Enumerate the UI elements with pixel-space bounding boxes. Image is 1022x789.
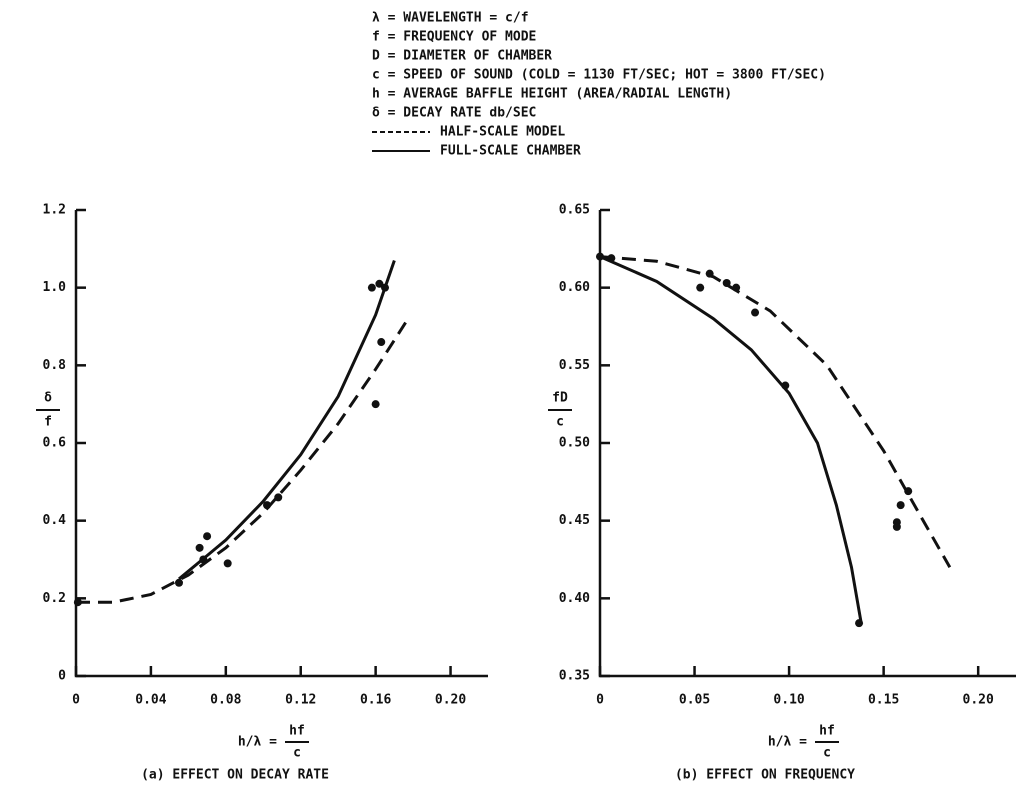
fit-curve bbox=[599, 255, 863, 622]
data-point bbox=[195, 543, 204, 552]
x-tick-label: 0.04 bbox=[135, 693, 166, 708]
data-point bbox=[175, 578, 183, 587]
x-label-prefix: h/λ = bbox=[238, 735, 277, 750]
definition: f = FREQUENCY OF MODE bbox=[372, 30, 536, 45]
legend-label: FULL-SCALE CHAMBER bbox=[440, 144, 581, 159]
y-label-denominator: f bbox=[44, 415, 52, 430]
x-tick-label: 0.15 bbox=[868, 693, 899, 708]
y-tick-label: 0 bbox=[58, 669, 66, 684]
axes bbox=[74, 210, 488, 678]
x-tick-label: 0 bbox=[72, 693, 80, 708]
fit-curve bbox=[599, 255, 952, 569]
x-tick-label: 0.08 bbox=[210, 693, 241, 708]
y-tick-label: 0.40 bbox=[559, 591, 590, 606]
y-tick-label: 0.45 bbox=[559, 513, 590, 528]
y-tick-label: 0.60 bbox=[559, 280, 590, 295]
y-tick-label: 0.4 bbox=[43, 513, 67, 528]
data-point bbox=[223, 559, 232, 568]
y-tick-label: 0.2 bbox=[43, 591, 66, 606]
definition: h = AVERAGE BAFFLE HEIGHT (AREA/RADIAL L… bbox=[372, 87, 732, 102]
data-point bbox=[892, 522, 901, 531]
y-label-denominator: c bbox=[556, 415, 564, 430]
x-label-numerator: hf bbox=[289, 724, 305, 739]
fit-curve bbox=[76, 321, 407, 604]
data-point bbox=[203, 532, 212, 541]
y-tick-label: 0.65 bbox=[559, 203, 590, 218]
x-tick-label: 0.10 bbox=[773, 693, 804, 708]
x-tick-label: 0 bbox=[596, 693, 604, 708]
y-label-numerator: δ bbox=[44, 391, 52, 406]
definition: c = SPEED OF SOUND (COLD = 1130 FT/SEC; … bbox=[372, 68, 826, 83]
data-point bbox=[274, 493, 283, 502]
definition: D = DIAMETER OF CHAMBER bbox=[372, 49, 552, 64]
x-tick-label: 0.20 bbox=[963, 693, 994, 708]
y-tick-label: 0.50 bbox=[559, 436, 590, 451]
x-label-prefix: h/λ = bbox=[768, 735, 807, 750]
y-label-numerator: fD bbox=[552, 391, 568, 406]
data-point bbox=[751, 308, 760, 317]
legend-label: HALF-SCALE MODEL bbox=[440, 125, 565, 140]
x-tick-label: 0.12 bbox=[285, 693, 316, 708]
x-tick-label: 0.20 bbox=[435, 693, 466, 708]
y-tick-label: 0.6 bbox=[43, 436, 67, 451]
data-point bbox=[371, 400, 380, 409]
caption: (b) EFFECT ON FREQUENCY bbox=[675, 768, 855, 783]
x-label-numerator: hf bbox=[819, 724, 835, 739]
fit-curve bbox=[178, 259, 396, 581]
y-tick-label: 0.35 bbox=[559, 669, 590, 684]
data-point bbox=[377, 338, 386, 347]
axes bbox=[598, 210, 1016, 678]
y-tick-label: 0.8 bbox=[43, 358, 67, 373]
data-point bbox=[367, 283, 376, 292]
y-tick-label: 1.2 bbox=[43, 203, 66, 218]
data-point bbox=[896, 501, 905, 510]
y-tick-label: 1.0 bbox=[43, 280, 67, 295]
definition: λ = WAVELENGTH = c/f bbox=[372, 11, 529, 26]
data-point bbox=[375, 279, 384, 288]
caption: (a) EFFECT ON DECAY RATE bbox=[141, 768, 329, 783]
definition: δ = DECAY RATE db/SEC bbox=[372, 106, 536, 121]
y-tick-label: 0.55 bbox=[559, 358, 590, 373]
x-tick-label: 0.05 bbox=[679, 693, 710, 708]
x-label-denominator: c bbox=[823, 746, 831, 761]
x-label-denominator: c bbox=[293, 746, 301, 761]
data-point bbox=[696, 283, 705, 292]
x-tick-label: 0.16 bbox=[360, 693, 391, 708]
